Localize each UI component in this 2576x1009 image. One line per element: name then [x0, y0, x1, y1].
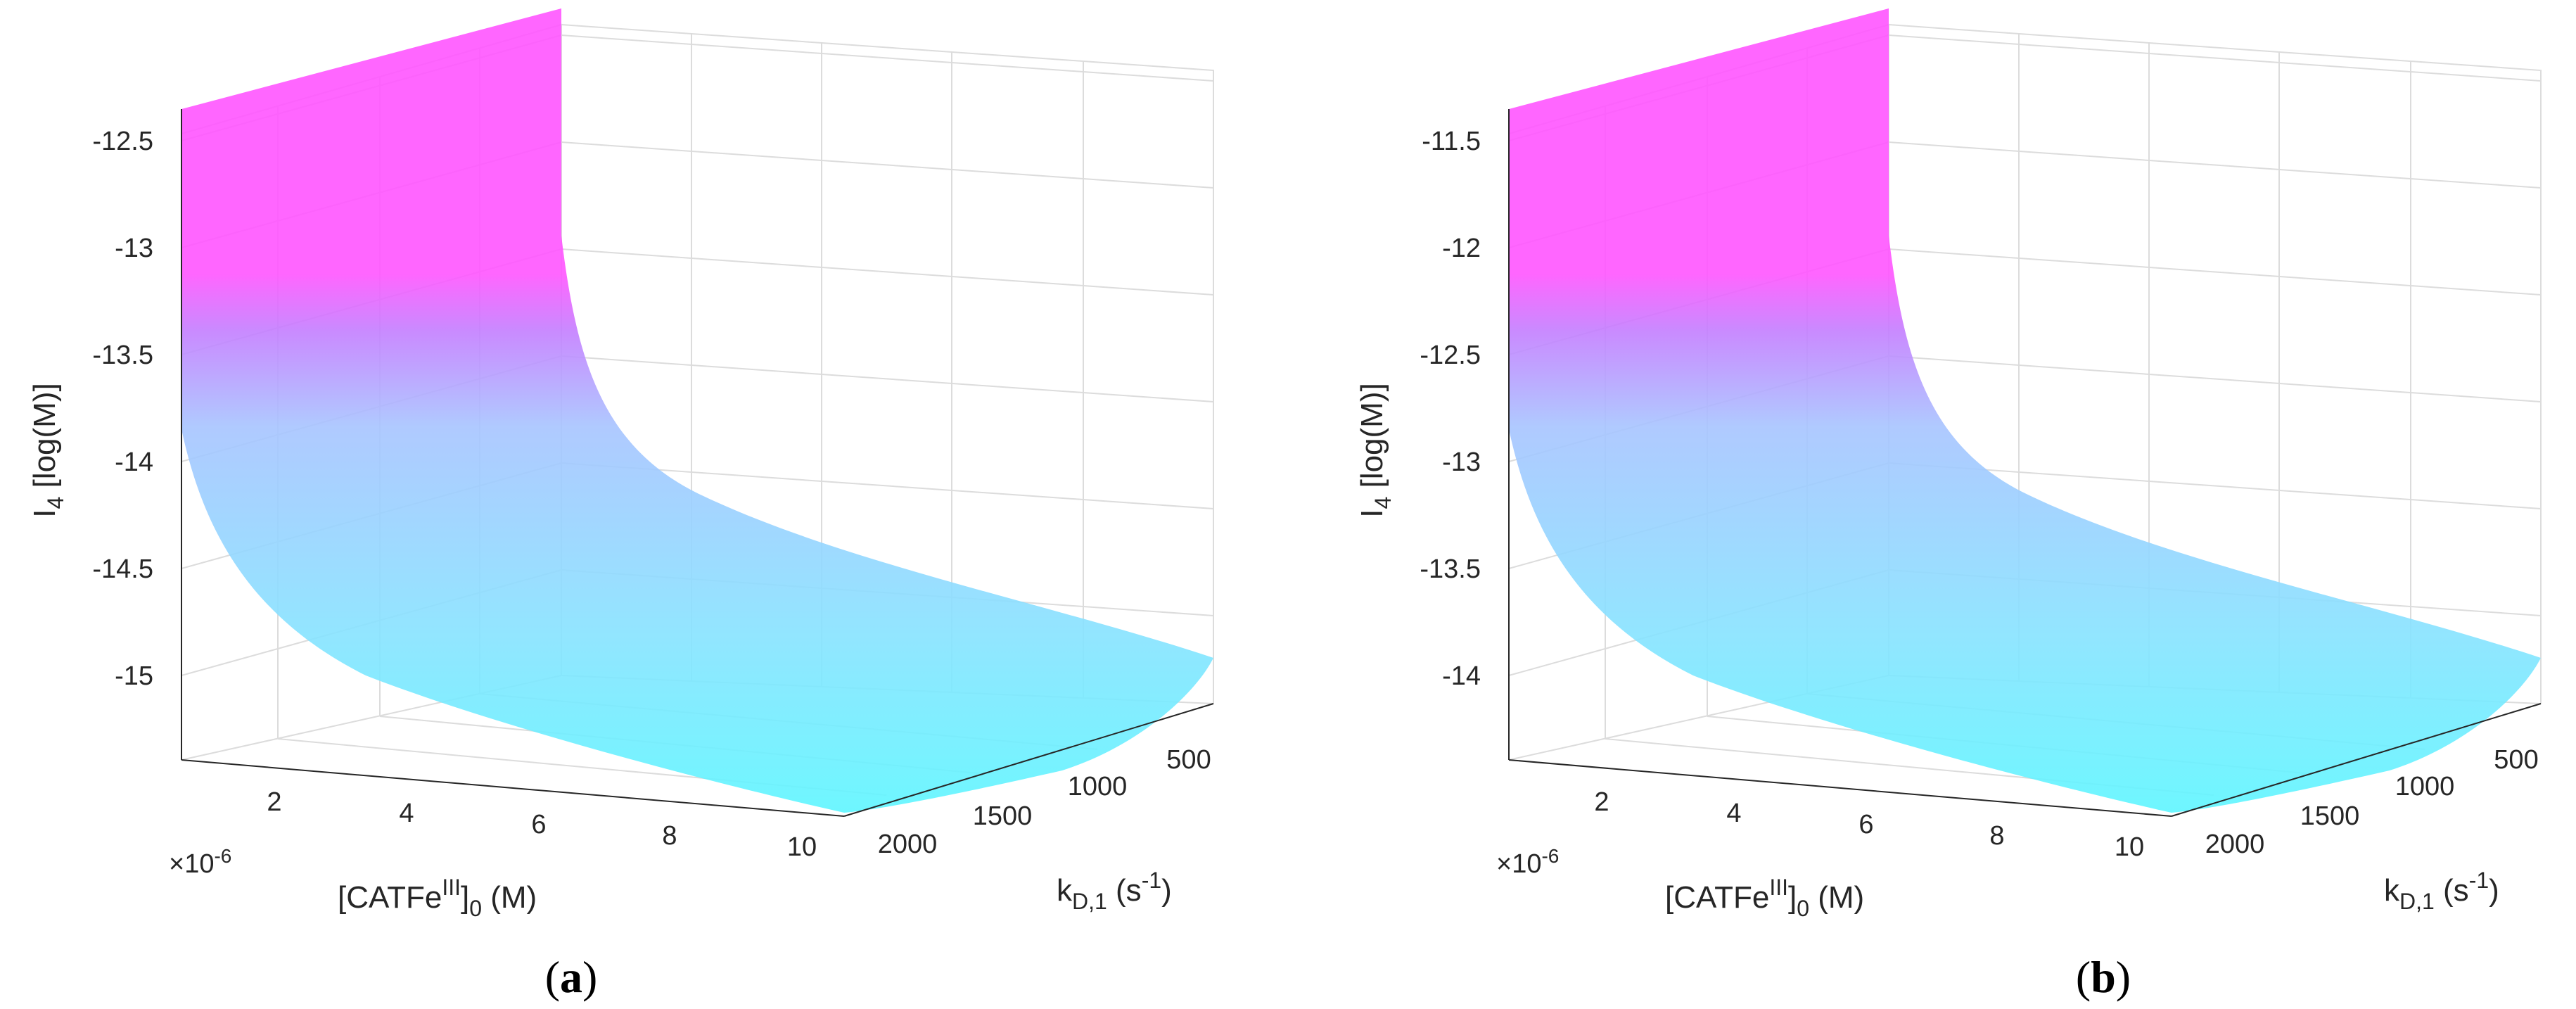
y-tick-label: 1000: [1068, 772, 1128, 801]
x-tick-label: 4: [1726, 799, 1741, 828]
z-tick-label: -13.5: [1420, 554, 1481, 584]
z-tick-label: -13: [1442, 448, 1481, 477]
x-tick-label: 6: [531, 810, 546, 839]
y-tick-labels: 2000 1500 1000 500: [2205, 745, 2539, 859]
z-gridline: [561, 355, 1214, 402]
x-axis-label: [CATFeIII]0 (M): [1665, 875, 1864, 921]
y-tick-labels: 2000 1500 1000 500: [878, 745, 1211, 859]
z-tick-label: -14.5: [92, 554, 153, 584]
z-tick-label: -12.5: [1420, 341, 1481, 370]
y-axis-label: kD,1 (s-1): [1057, 868, 1172, 914]
x-tick-label: 8: [1989, 821, 2004, 851]
z-gridline: [1888, 355, 2542, 402]
z-axis-label: I4 [log(M)]: [27, 383, 68, 517]
x-tick-label: 10: [2115, 832, 2144, 862]
y-axis-label: kD,1 (s-1): [2384, 868, 2499, 914]
z-gridline: [1888, 34, 2542, 82]
y-tick-label: 500: [1166, 745, 1211, 775]
y-tick-label: 2000: [2205, 830, 2265, 859]
y-tick-label: 2000: [878, 830, 938, 859]
z-tick-label: -15: [115, 661, 153, 691]
z-tick-label: -12: [1442, 234, 1481, 263]
axes: [1508, 109, 2542, 817]
x-tick-labels: 2 4 6 8 10: [267, 787, 817, 862]
z-gridline: [561, 462, 1214, 509]
surface-plot: [1509, 8, 2541, 813]
chart-panel-b: -11.5 -12 -12.5 -13 -13.5 -14 2 4 6 8 10 2000 1500…: [1355, 8, 2542, 1002]
z-gridline: [561, 248, 1214, 296]
z-tick-label: -14: [115, 448, 153, 477]
z-tick-label: -14: [1442, 661, 1481, 691]
z-tick-label: -13: [115, 234, 153, 263]
z-tick-label: -12.5: [92, 127, 153, 156]
z-tick-labels: -11.5 -12 -12.5 -13 -13.5 -14: [1420, 127, 1481, 691]
panel-label: (a): [545, 952, 598, 1002]
x-tick-label: 10: [787, 832, 817, 862]
x-axis-label: [CATFeIII]0 (M): [338, 875, 537, 921]
x-multiplier: ×10-6: [1496, 845, 1559, 879]
chart-panel-a: -12.5 -13 -13.5 -14 -14.5 -15 2 4 6 8 10 2000 1500…: [27, 8, 1214, 1002]
y-tick-label: 500: [2494, 745, 2538, 775]
z-tick-label: -13.5: [92, 341, 153, 370]
y-tick-label: 1000: [2395, 772, 2455, 801]
x-tick-labels: 2 4 6 8 10: [1594, 787, 2144, 862]
surface-plot: [181, 8, 1213, 813]
x-tick-label: 2: [1594, 787, 1609, 817]
y-tick-label: 1500: [973, 801, 1033, 831]
x-tick-label: 4: [399, 799, 414, 828]
z-gridline: [1888, 462, 2542, 509]
x-tick-label: 8: [662, 821, 677, 851]
x-tick-label: 6: [1858, 810, 1873, 839]
z-gridline: [1888, 141, 2542, 189]
x-multiplier: ×10-6: [169, 845, 231, 879]
z-gridline: [561, 141, 1214, 189]
z-axis-label: I4 [log(M)]: [1355, 383, 1396, 517]
z-gridline: [561, 34, 1214, 82]
x-tick-label: 2: [267, 787, 281, 817]
axes: [181, 109, 1214, 817]
z-tick-labels: -12.5 -13 -13.5 -14 -14.5 -15: [92, 127, 153, 691]
z-gridline: [1888, 248, 2542, 296]
panel-label: (b): [2076, 952, 2131, 1002]
y-tick-label: 1500: [2300, 801, 2360, 831]
z-tick-label: -11.5: [1422, 127, 1481, 156]
